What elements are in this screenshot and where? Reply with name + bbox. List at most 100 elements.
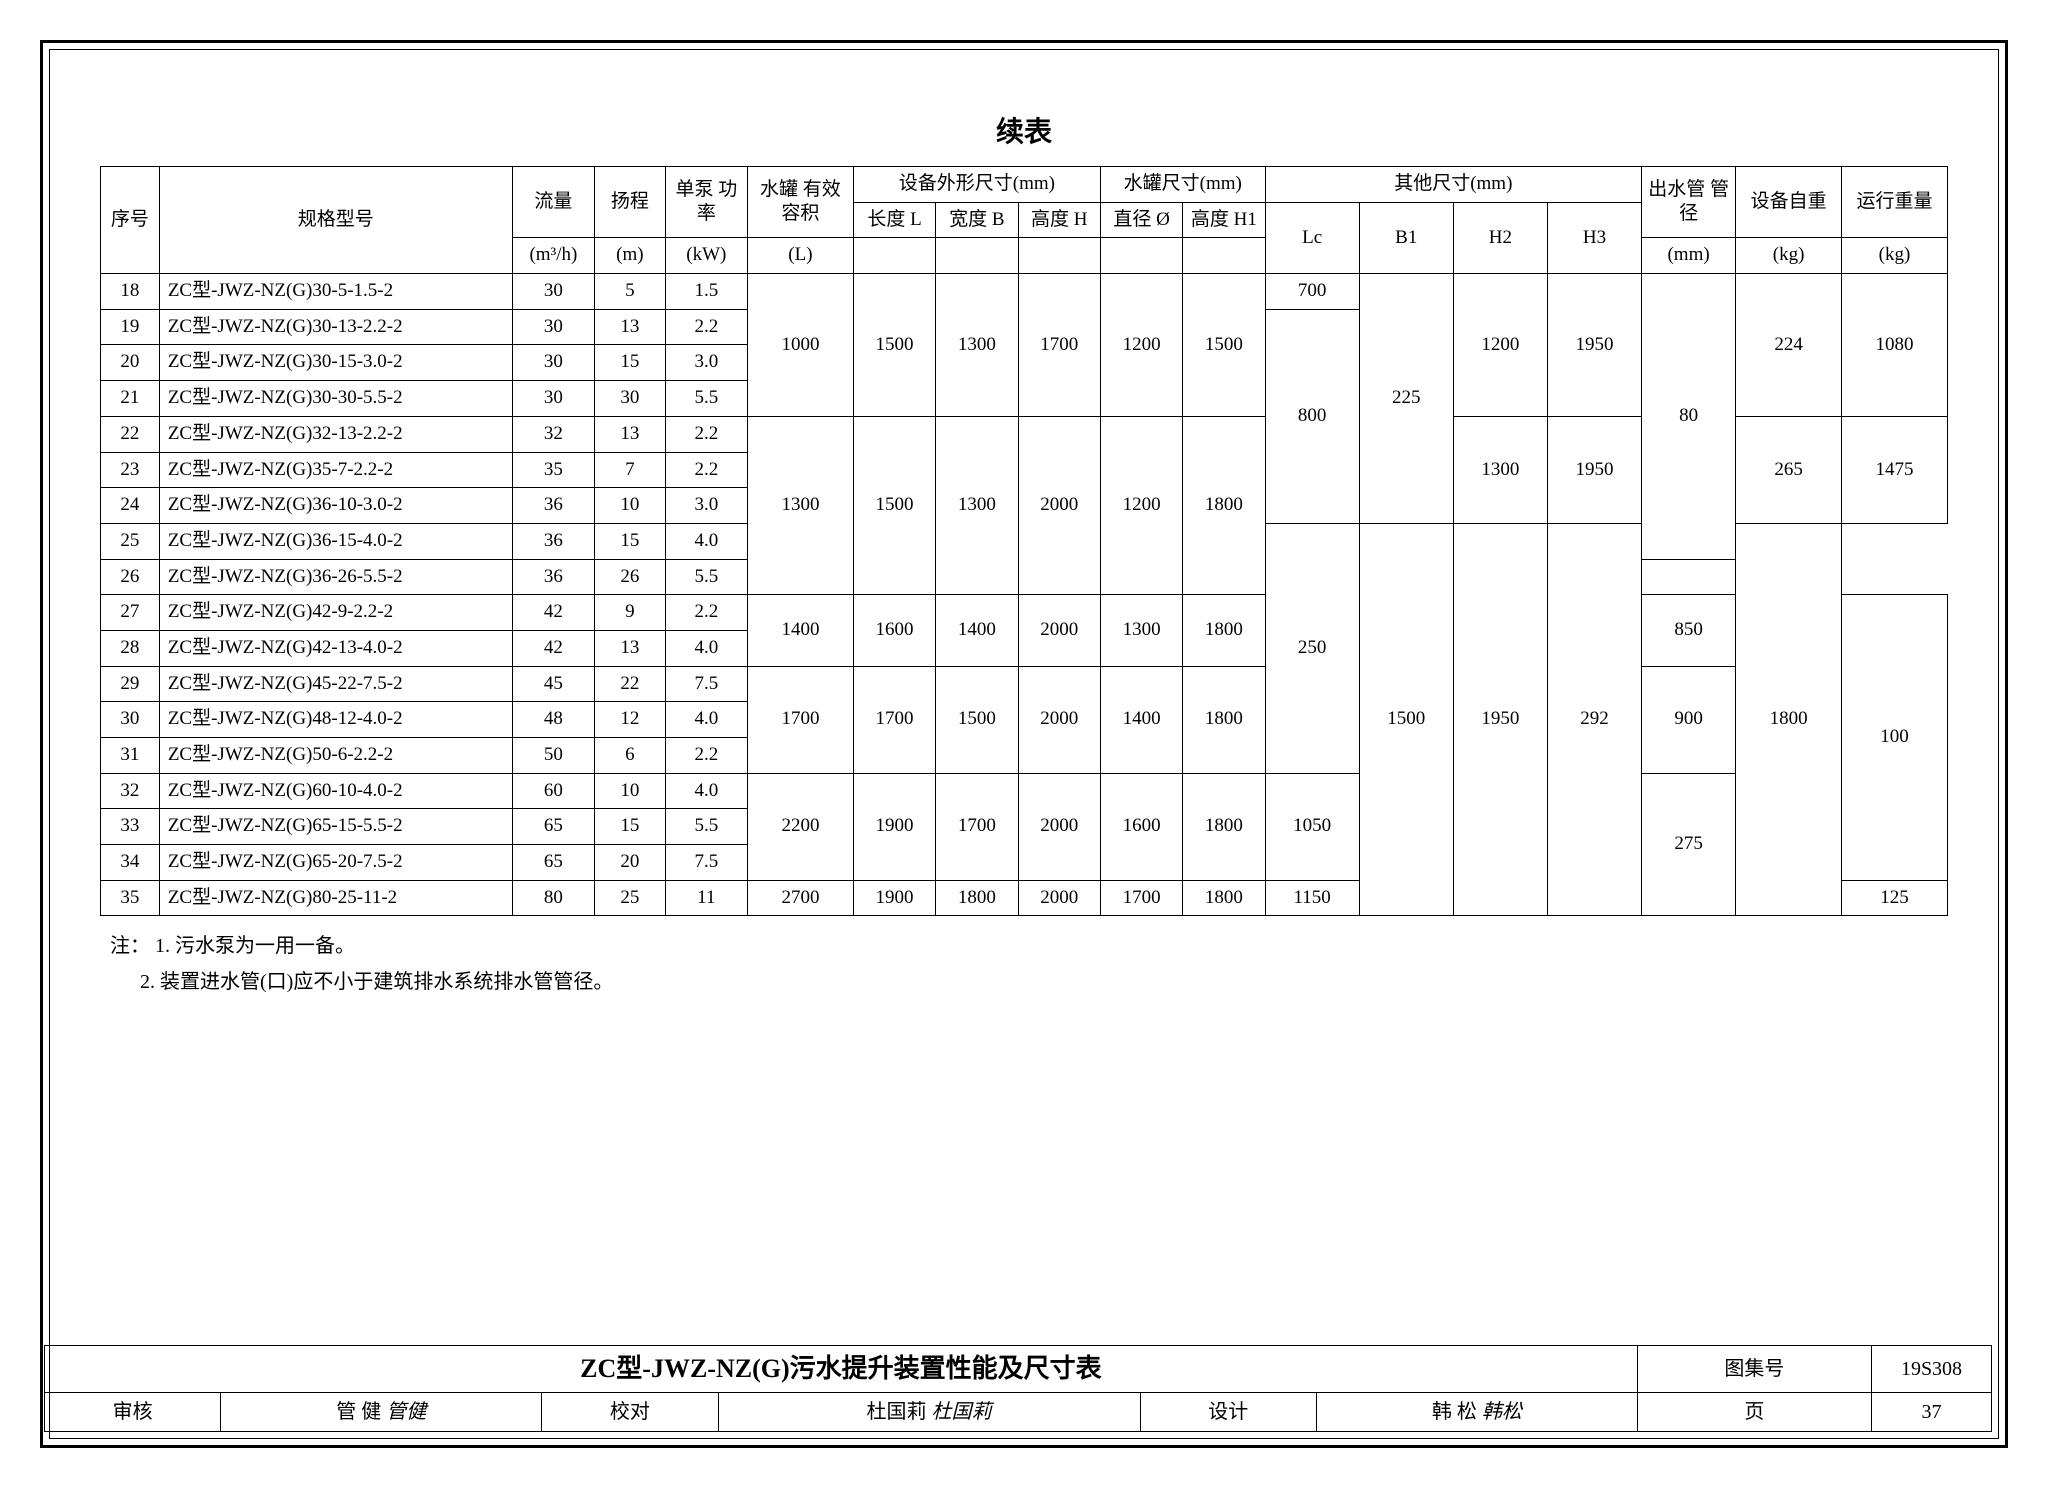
cell-merged: 1950 bbox=[1453, 523, 1547, 916]
h-weight: 设备自重 bbox=[1736, 167, 1842, 238]
note-1: 1. 污水泵为一用一备。 bbox=[155, 935, 355, 957]
cell-merged: 2000 bbox=[1018, 666, 1100, 773]
h-power: 单泵 功率 bbox=[665, 167, 747, 238]
cell-merged: 1700 bbox=[1018, 274, 1100, 417]
cell-seq: 25 bbox=[101, 523, 160, 559]
cell-merged: 225 bbox=[1359, 274, 1453, 524]
cell-model: ZC型-JWZ-NZ(G)50-6-2.2-2 bbox=[159, 738, 512, 774]
cell-head: 13 bbox=[595, 630, 666, 666]
h-outlet: 出水管 管径 bbox=[1642, 167, 1736, 238]
cell-merged: 700 bbox=[1265, 274, 1359, 310]
cell-flow: 30 bbox=[512, 309, 594, 345]
review-label: 审核 bbox=[45, 1393, 221, 1432]
cell-flow: 42 bbox=[512, 595, 594, 631]
cell-flow: 50 bbox=[512, 738, 594, 774]
cell-power: 5.5 bbox=[665, 559, 747, 595]
cell-power: 1.5 bbox=[665, 274, 747, 310]
cell-head: 6 bbox=[595, 738, 666, 774]
h-H2: H2 bbox=[1453, 202, 1547, 273]
cell-flow: 36 bbox=[512, 488, 594, 524]
cell-merged: 292 bbox=[1547, 523, 1641, 916]
cell-model: ZC型-JWZ-NZ(G)30-5-1.5-2 bbox=[159, 274, 512, 310]
cell-head: 15 bbox=[595, 809, 666, 845]
cell-model: ZC型-JWZ-NZ(G)36-15-4.0-2 bbox=[159, 523, 512, 559]
cell-model: ZC型-JWZ-NZ(G)30-15-3.0-2 bbox=[159, 345, 512, 381]
cell-model: ZC型-JWZ-NZ(G)42-9-2.2-2 bbox=[159, 595, 512, 631]
h-equip-dim: 设备外形尺寸(mm) bbox=[853, 167, 1100, 203]
review-name: 管 健 管健 bbox=[221, 1393, 542, 1432]
page-no: 37 bbox=[1872, 1393, 1992, 1432]
cell-merged: 900 bbox=[1642, 666, 1736, 773]
cell-merged: 1800 bbox=[936, 880, 1018, 916]
cell-model: ZC型-JWZ-NZ(G)30-30-5.5-2 bbox=[159, 381, 512, 417]
cell-flow: 36 bbox=[512, 523, 594, 559]
cell-model: ZC型-JWZ-NZ(G)36-26-5.5-2 bbox=[159, 559, 512, 595]
cell-merged: 1700 bbox=[1100, 880, 1182, 916]
cell-merged: 275 bbox=[1642, 773, 1736, 916]
cell-flow: 32 bbox=[512, 416, 594, 452]
inner-frame: 续表 序号 规格型号 流量 扬程 单泵 功率 水罐 有效容积 设备外形尺寸(mm… bbox=[49, 49, 1999, 1439]
cell-merged: 1800 bbox=[1183, 595, 1265, 666]
h-tank: 水罐 有效容积 bbox=[748, 167, 854, 238]
cell-head: 10 bbox=[595, 488, 666, 524]
cell-head: 25 bbox=[595, 880, 666, 916]
notes-prefix: 注： bbox=[110, 935, 150, 957]
cell-merged: 850 bbox=[1642, 595, 1736, 666]
cell-model: ZC型-JWZ-NZ(G)32-13-2.2-2 bbox=[159, 416, 512, 452]
cell-merged: 1800 bbox=[1183, 880, 1265, 916]
cell-merged: 1200 bbox=[1100, 416, 1182, 594]
cell-head: 5 bbox=[595, 274, 666, 310]
cell-power: 3.0 bbox=[665, 345, 747, 381]
cell-merged: 100 bbox=[1842, 595, 1948, 881]
cell-seq: 24 bbox=[101, 488, 160, 524]
note-2: 2. 装置进水管(口)应不小于建筑排水系统排水管管径。 bbox=[140, 971, 613, 993]
title-block: ZC型-JWZ-NZ(G)污水提升装置性能及尺寸表 图集号 19S308 审核 … bbox=[44, 1345, 1992, 1432]
h-rweight-unit: (kg) bbox=[1842, 238, 1948, 274]
cell-seq: 28 bbox=[101, 630, 160, 666]
cell-merged: 1000 bbox=[748, 274, 854, 417]
cell-model: ZC型-JWZ-NZ(G)42-13-4.0-2 bbox=[159, 630, 512, 666]
cell-seq: 35 bbox=[101, 880, 160, 916]
cell-seq: 19 bbox=[101, 309, 160, 345]
h-H1: 高度 H1 bbox=[1183, 202, 1265, 238]
h-Lc: Lc bbox=[1265, 202, 1359, 273]
cell-merged: 1950 bbox=[1547, 274, 1641, 417]
cell-seq: 34 bbox=[101, 845, 160, 881]
cell-merged: 2200 bbox=[748, 773, 854, 880]
cell-flow: 45 bbox=[512, 666, 594, 702]
cell-power: 4.0 bbox=[665, 630, 747, 666]
check-name: 杜国莉 杜国莉 bbox=[718, 1393, 1140, 1432]
cell-flow: 35 bbox=[512, 452, 594, 488]
h-rweight: 运行重量 bbox=[1842, 167, 1948, 238]
h-outlet-unit: (mm) bbox=[1642, 238, 1736, 274]
cell-merged: 2000 bbox=[1018, 773, 1100, 880]
h-B: 宽度 B bbox=[936, 202, 1018, 238]
cell-flow: 65 bbox=[512, 845, 594, 881]
cell-seq: 32 bbox=[101, 773, 160, 809]
cell-merged: 1300 bbox=[1453, 416, 1547, 523]
cell-power: 2.2 bbox=[665, 738, 747, 774]
table-body: 18ZC型-JWZ-NZ(G)30-5-1.5-23051.5100015001… bbox=[101, 274, 1948, 916]
h-flow: 流量 bbox=[512, 167, 594, 238]
cell-model: ZC型-JWZ-NZ(G)60-10-4.0-2 bbox=[159, 773, 512, 809]
cell-flow: 60 bbox=[512, 773, 594, 809]
cell-flow: 30 bbox=[512, 274, 594, 310]
cell-power: 7.5 bbox=[665, 666, 747, 702]
cell-merged: 224 bbox=[1736, 274, 1842, 417]
spec-table: 序号 规格型号 流量 扬程 单泵 功率 水罐 有效容积 设备外形尺寸(mm) 水… bbox=[100, 166, 1948, 916]
cell-merged: 1500 bbox=[1359, 523, 1453, 916]
table-title: 续表 bbox=[100, 110, 1948, 150]
cell-model: ZC型-JWZ-NZ(G)45-22-7.5-2 bbox=[159, 666, 512, 702]
cell-merged: 265 bbox=[1736, 416, 1842, 523]
cell-model: ZC型-JWZ-NZ(G)35-7-2.2-2 bbox=[159, 452, 512, 488]
h-B1: B1 bbox=[1359, 202, 1453, 273]
cell-head: 15 bbox=[595, 345, 666, 381]
page-label: 页 bbox=[1637, 1393, 1871, 1432]
cell-merged: 1600 bbox=[853, 595, 935, 666]
h-tank-unit: (L) bbox=[748, 238, 854, 274]
cell-merged: 1300 bbox=[1100, 595, 1182, 666]
cell-seq: 23 bbox=[101, 452, 160, 488]
cell-merged: 1200 bbox=[1100, 274, 1182, 417]
cell-flow: 30 bbox=[512, 345, 594, 381]
cell-flow: 36 bbox=[512, 559, 594, 595]
